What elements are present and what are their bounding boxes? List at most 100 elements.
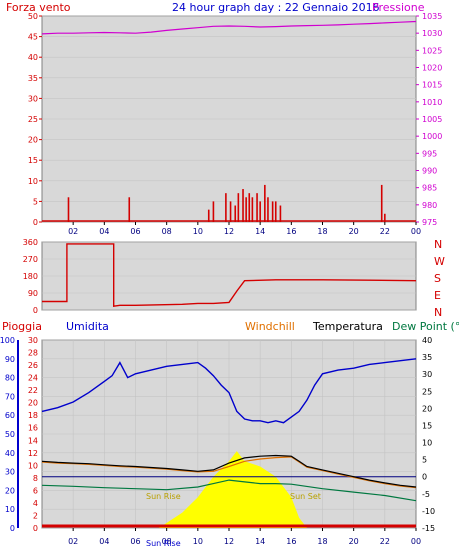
wind-tick-label: 50: [28, 12, 38, 21]
wind-bar: [128, 197, 131, 222]
wind-tick-label: 5: [33, 197, 38, 206]
time-tick-label: 16: [286, 227, 296, 236]
compass-label: W: [434, 255, 445, 268]
humidity-tick-label: 80: [5, 374, 15, 383]
wind-bar: [274, 201, 277, 222]
pressure-tick-label: 1000: [422, 132, 442, 141]
rain-tick-label: 18: [28, 411, 38, 420]
temperature-tick-label: 15: [422, 421, 432, 430]
rain-tick-label: 0: [33, 524, 38, 533]
rain-tick-label: 20: [28, 399, 38, 408]
wind-bar: [237, 193, 240, 222]
temperature-tick-label: -10: [422, 507, 435, 516]
wind-bar: [251, 197, 254, 222]
time-tick-label: 02: [68, 227, 78, 236]
time-tick-label: 04: [99, 227, 109, 236]
humidity-tick-label: 70: [5, 392, 15, 401]
humidity-tick-label: 10: [5, 505, 15, 514]
time-tick-label: 20: [349, 227, 359, 236]
rain-tick-label: 8: [33, 474, 38, 483]
pressure-tick-label: 995: [422, 149, 437, 158]
wind-bar: [267, 197, 269, 222]
rain-tick-label: 22: [28, 386, 38, 395]
wind-bar: [279, 205, 282, 222]
wind-bar: [248, 193, 251, 222]
time-tick-label: 12: [224, 227, 234, 236]
direction-tick-label: 180: [23, 272, 38, 281]
rain-tick-label: 26: [28, 361, 38, 370]
time-tick-label: 02: [68, 537, 78, 546]
wind-bar: [271, 201, 274, 222]
rain-tick-label: 12: [28, 449, 38, 458]
time-tick-label: 20: [349, 537, 359, 546]
pressure-tick-label: 1015: [422, 81, 442, 90]
wind-bar: [259, 201, 261, 222]
compass-label: S: [434, 272, 441, 285]
pressure-tick-label: 1030: [422, 29, 442, 38]
time-tick-label: 10: [193, 537, 203, 546]
wind-bar: [234, 205, 237, 222]
time-tick-label: 00: [411, 227, 421, 236]
solar-area: [158, 451, 307, 528]
wind-bar: [225, 193, 227, 222]
windchill-line: [41, 456, 417, 489]
temperature-tick-label: 10: [422, 439, 432, 448]
wind-tick-label: 25: [28, 115, 38, 124]
wind-tick-label: 30: [28, 94, 38, 103]
pressure-tick-label: 975: [422, 218, 437, 227]
rain-tick-label: 30: [28, 336, 38, 345]
temperature-tick-label: 0: [422, 473, 427, 482]
wind-tick-label: 10: [28, 177, 38, 186]
temperature-tick-label: -5: [422, 490, 430, 499]
temperature-tick-label: 5: [422, 456, 427, 465]
time-tick-label: 06: [130, 227, 140, 236]
rain-tick-label: 4: [33, 499, 38, 508]
wind-bar: [384, 213, 386, 222]
wind-bar: [242, 189, 244, 222]
temperature-tick-label: 20: [422, 404, 432, 413]
wind-tick-label: 35: [28, 74, 38, 83]
rain-tick-label: 6: [33, 486, 38, 495]
time-tick-label: 16: [286, 537, 296, 546]
compass-label: N: [434, 306, 442, 319]
direction-tick-label: 0: [33, 306, 38, 315]
pressure-tick-label: 1010: [422, 98, 442, 107]
humidity-tick-label: 50: [5, 430, 15, 439]
time-tick-label: 10: [193, 227, 203, 236]
rain-tick-label: 10: [28, 461, 38, 470]
time-tick-label: 14: [255, 537, 265, 546]
rain-tick-label: 14: [28, 436, 38, 445]
compass-label: E: [434, 289, 441, 302]
wind-bar: [380, 184, 383, 222]
humidity-tick-label: 90: [5, 355, 15, 364]
temperature-line: [41, 454, 417, 488]
temperature-tick-label: 25: [422, 387, 432, 396]
compass-label: N: [434, 238, 442, 251]
time-tick-label: 08: [162, 227, 172, 236]
pressure-axis-title: Pressione: [372, 1, 425, 14]
sunrise-annotation: Sun Rise: [146, 492, 181, 501]
time-tick-label: 00: [411, 537, 421, 546]
wind-tick-label: 15: [28, 156, 38, 165]
humidity-axis-title: Umidita: [66, 320, 109, 333]
sunrise-axis-label: Sun Rise: [146, 539, 181, 548]
temperature-legend: Temperatura: [312, 320, 383, 333]
temperature-tick-label: -15: [422, 524, 435, 533]
temperature-tick-label: 30: [422, 370, 432, 379]
wind-axis-title: Forza vento: [6, 1, 71, 14]
humidity-tick-label: 60: [5, 411, 15, 420]
rain-tick-label: 24: [28, 374, 38, 383]
wind-tick-label: 20: [28, 136, 38, 145]
humidity-tick-label: 40: [5, 449, 15, 458]
wind-tick-label: 40: [28, 53, 38, 62]
wind-bar: [264, 184, 266, 222]
pressure-tick-label: 990: [422, 167, 437, 176]
wind-bar: [245, 197, 247, 222]
sunset-annotation: Sun Set: [290, 492, 321, 501]
humidity-tick-label: 0: [10, 524, 15, 533]
time-tick-label: 04: [99, 537, 109, 546]
humidity-tick-label: 30: [5, 468, 15, 477]
direction-tick-label: 360: [23, 238, 38, 247]
time-tick-label: 22: [380, 537, 390, 546]
